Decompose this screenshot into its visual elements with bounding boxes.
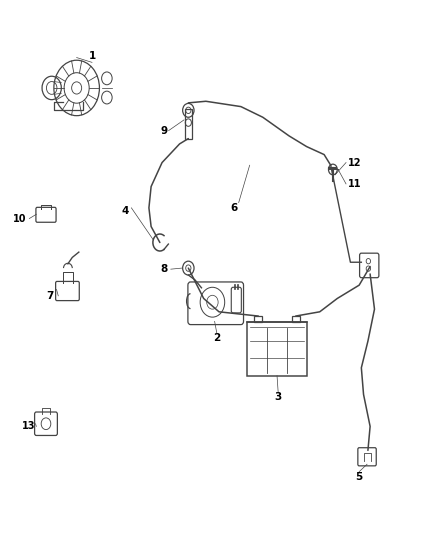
Bar (247, 322, 307, 376)
Text: 7: 7 (47, 291, 54, 301)
Text: 8: 8 (161, 264, 168, 274)
Text: 12: 12 (348, 158, 362, 167)
Text: 13: 13 (22, 422, 35, 431)
Text: 11: 11 (348, 179, 362, 189)
Text: 2: 2 (213, 334, 220, 343)
Bar (185, 109, 192, 139)
Bar (292, 316, 300, 322)
Text: 3: 3 (275, 392, 282, 402)
Text: 1: 1 (88, 51, 95, 61)
Text: 10: 10 (13, 214, 26, 223)
Text: 4: 4 (121, 206, 128, 215)
Text: 5: 5 (356, 472, 363, 482)
Bar (254, 316, 262, 322)
Text: 6: 6 (231, 203, 238, 213)
Text: 9: 9 (161, 126, 168, 135)
